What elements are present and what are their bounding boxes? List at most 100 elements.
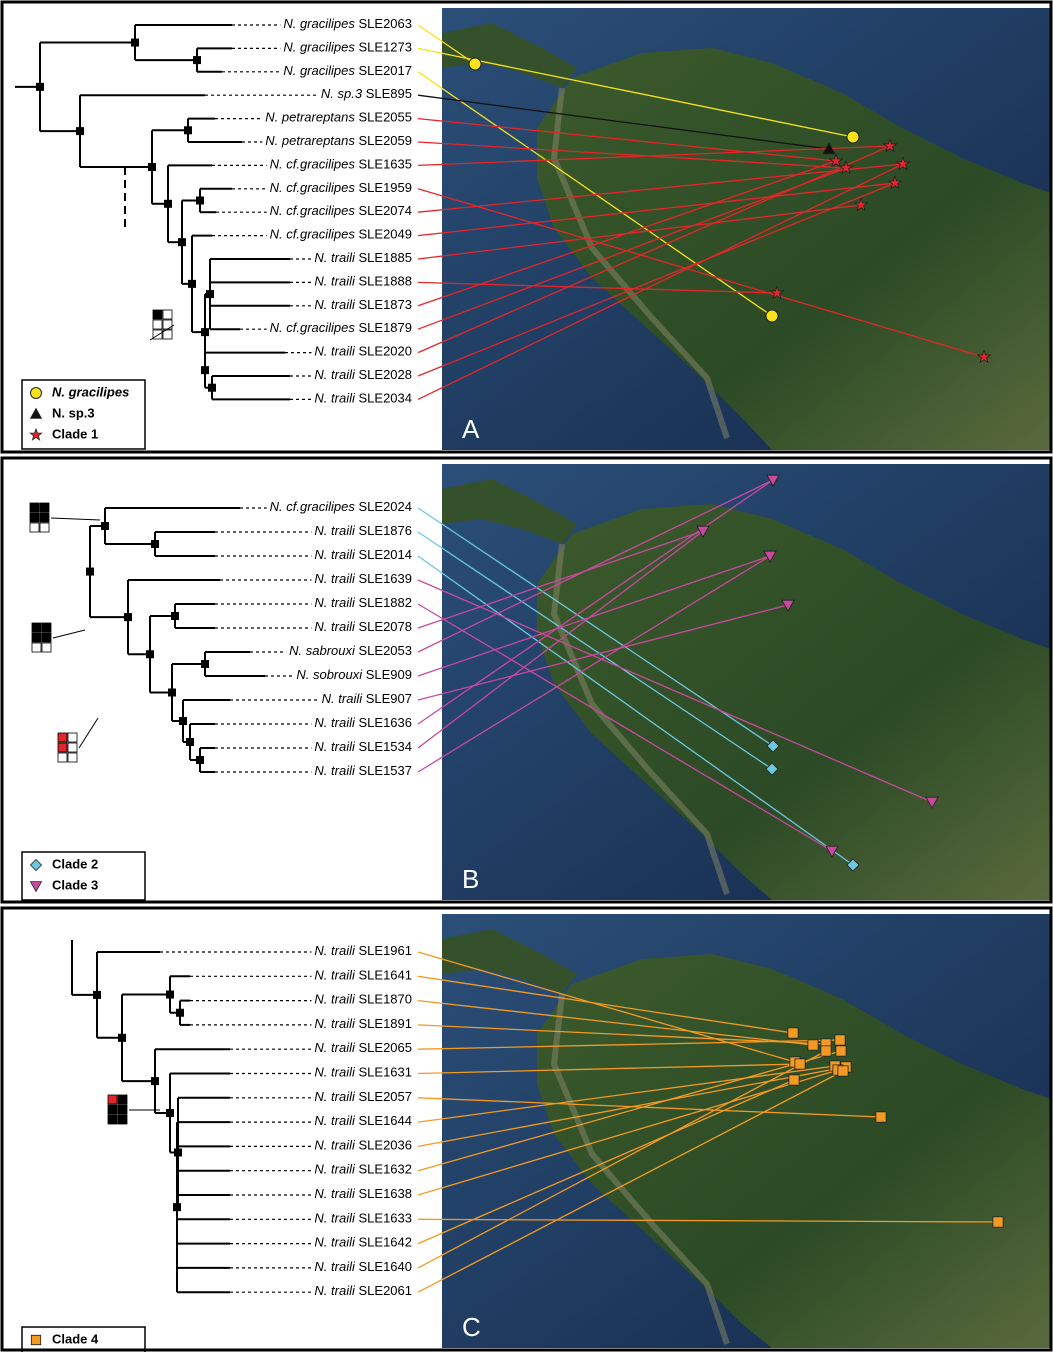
state-pointer <box>79 718 98 748</box>
taxon-id: SLE1632 <box>359 1162 413 1177</box>
taxon-label: N. gracilipes SLE2017 <box>283 63 412 78</box>
map-point <box>766 310 778 322</box>
state-box <box>42 623 51 632</box>
taxon-label: N. gracilipes SLE2063 <box>283 16 412 31</box>
taxon-name: N. traili <box>314 297 356 312</box>
taxon-label: N. traili SLE907 <box>322 691 412 706</box>
map-point <box>789 1075 799 1085</box>
taxon-name: N. sp.3 <box>321 87 363 102</box>
state-box <box>108 1115 117 1124</box>
taxon-id: SLE2074 <box>359 204 413 219</box>
taxon-name: N. traili <box>314 595 356 610</box>
taxon-name: N. traili <box>314 1186 356 1201</box>
taxon-label: N. traili SLE2065 <box>314 1041 412 1056</box>
taxon-id: SLE1635 <box>359 157 413 172</box>
taxon-name: N. traili <box>314 715 356 730</box>
state-box <box>118 1115 127 1124</box>
state-box <box>68 733 77 742</box>
taxon-id: SLE2057 <box>359 1089 413 1104</box>
map-point <box>821 1046 831 1056</box>
taxon-id: SLE2028 <box>359 367 413 382</box>
taxon-name: N. traili <box>314 763 356 778</box>
taxon-id: SLE2024 <box>359 499 413 514</box>
taxon-id: SLE1876 <box>359 523 413 538</box>
taxon-name: N. traili <box>314 1065 356 1080</box>
taxon-id: SLE2036 <box>359 1138 413 1153</box>
taxon-label: N. traili SLE1885 <box>314 250 412 265</box>
taxon-label: N. traili SLE1644 <box>314 1114 412 1129</box>
taxon-label: N. traili SLE1882 <box>314 595 412 610</box>
taxon-label: N. traili SLE1891 <box>314 1016 412 1031</box>
taxon-name: N. cf.gracilipes <box>270 499 356 514</box>
panel-letter: C <box>462 1312 481 1342</box>
state-box <box>58 753 67 762</box>
taxon-label: N. traili SLE2057 <box>314 1089 412 1104</box>
taxon-label: N. traili SLE1631 <box>314 1065 412 1080</box>
taxon-id: SLE1631 <box>359 1065 413 1080</box>
state-box <box>58 743 67 752</box>
taxon-label: N. traili SLE1641 <box>314 968 412 983</box>
taxon-label: N. traili SLE1640 <box>314 1259 412 1274</box>
taxon-id: SLE2055 <box>359 110 413 125</box>
taxon-label: N. traili SLE1961 <box>314 943 412 958</box>
taxon-id: SLE1879 <box>359 321 413 336</box>
state-box <box>40 523 49 532</box>
taxon-label: N. sabrouxi SLE2053 <box>289 643 412 658</box>
taxon-label: N. sobrouxi SLE909 <box>296 667 412 682</box>
map-point <box>836 1046 846 1056</box>
taxon-label: N. sp.3 SLE895 <box>321 87 412 102</box>
taxon-name: N. traili <box>314 1041 356 1056</box>
taxon-id: SLE1642 <box>359 1235 413 1250</box>
taxon-name: N. traili <box>314 250 356 265</box>
taxon-name: N. petrareptans <box>265 133 355 148</box>
taxon-label: N. gracilipes SLE1273 <box>283 40 412 55</box>
taxon-id: SLE1870 <box>359 992 413 1007</box>
taxon-label: N. traili SLE1632 <box>314 1162 412 1177</box>
taxon-id: SLE1891 <box>359 1016 413 1031</box>
taxon-id: SLE1636 <box>359 715 413 730</box>
taxon-name: N. traili <box>314 739 356 754</box>
taxon-name: N. traili <box>314 344 356 359</box>
state-box <box>58 733 67 742</box>
taxon-name: N. traili <box>314 1138 356 1153</box>
state-box <box>40 503 49 512</box>
node-marker <box>86 568 94 576</box>
taxon-name: N. cf.gracilipes <box>270 180 356 195</box>
taxon-id: SLE1640 <box>359 1259 413 1274</box>
taxon-label: N. traili SLE1876 <box>314 523 412 538</box>
taxon-label: N. traili SLE2014 <box>314 547 412 562</box>
taxon-name: N. traili <box>314 1114 356 1129</box>
state-pointer <box>51 518 100 520</box>
taxon-label: N. traili SLE1888 <box>314 274 412 289</box>
taxon-name: N. gracilipes <box>283 16 355 31</box>
legend-marker <box>31 1335 40 1344</box>
taxon-id: SLE1961 <box>359 943 413 958</box>
legend-label: N. sp.3 <box>52 405 95 420</box>
taxon-name: N. cf.gracilipes <box>270 321 356 336</box>
map-point <box>847 131 859 143</box>
legend-marker <box>31 388 42 399</box>
taxon-name: N. traili <box>314 391 356 406</box>
taxon-name: N. traili <box>314 619 356 634</box>
taxon-label: N. traili SLE1639 <box>314 571 412 586</box>
state-box <box>32 623 41 632</box>
legend-label: Clade 3 <box>52 877 98 892</box>
state-box <box>32 643 41 652</box>
taxon-id: SLE1959 <box>359 180 413 195</box>
state-box <box>30 523 39 532</box>
state-box <box>108 1105 117 1114</box>
taxon-label: N. traili SLE1636 <box>314 715 412 730</box>
legend-label: Clade 2 <box>52 856 98 871</box>
taxon-label: N. traili SLE1870 <box>314 992 412 1007</box>
taxon-name: N. cf.gracilipes <box>270 227 356 242</box>
taxon-name: N. traili <box>314 1089 356 1104</box>
taxon-id: SLE2053 <box>359 643 413 658</box>
taxon-name: N. traili <box>314 1211 356 1226</box>
legend-label: Clade 1 <box>52 426 98 441</box>
taxon-id: SLE2014 <box>359 547 413 562</box>
map-point <box>835 1035 845 1045</box>
taxon-name: N. cf.gracilipes <box>270 157 356 172</box>
taxon-name: N. sobrouxi <box>296 667 363 682</box>
taxon-label: N. traili SLE2028 <box>314 367 412 382</box>
state-box <box>108 1095 117 1104</box>
